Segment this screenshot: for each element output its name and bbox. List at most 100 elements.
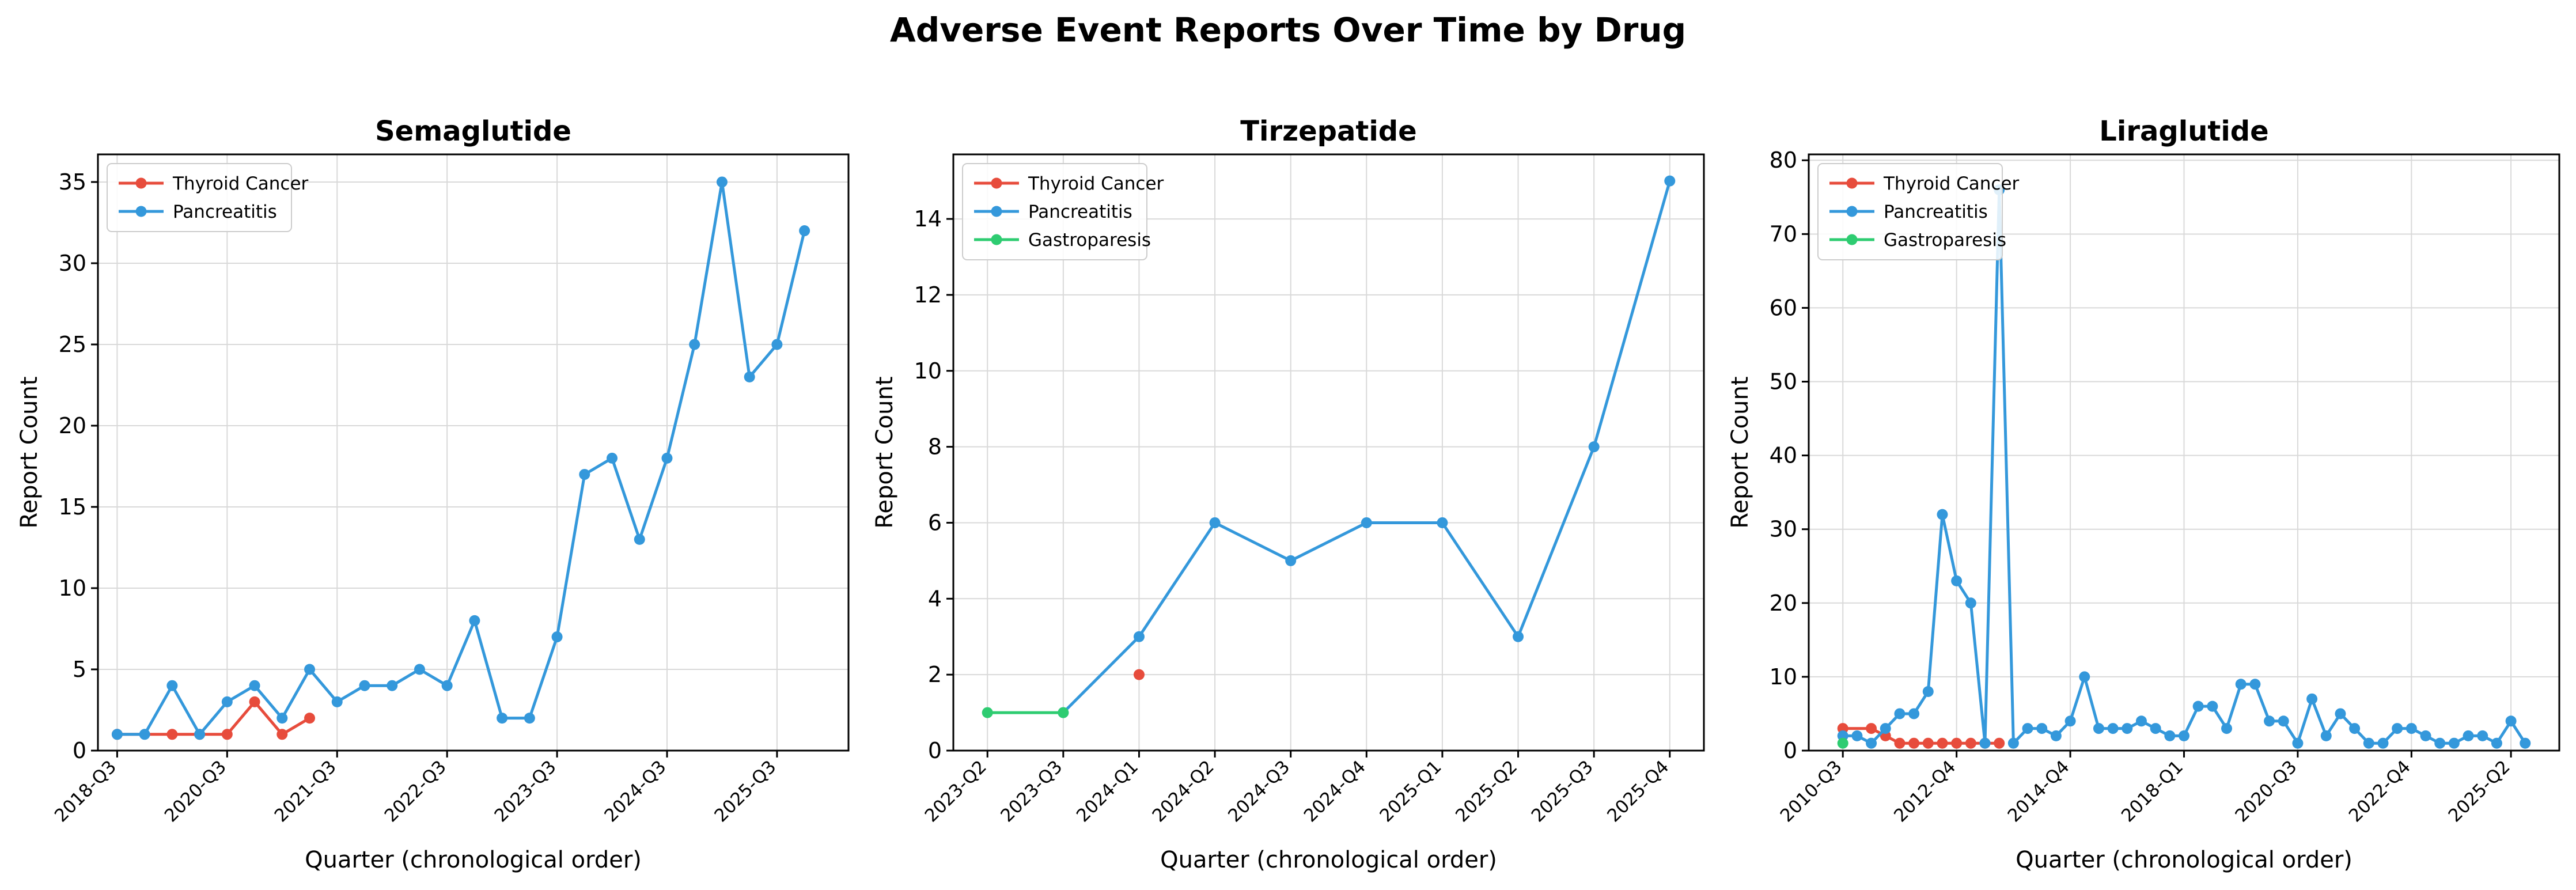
liraglutide-ytick-label-6: 60: [1770, 295, 1797, 320]
liraglutide-ytick-label-5: 50: [1770, 369, 1797, 395]
liraglutide-point-pancreatitis: [2150, 723, 2161, 734]
tirzepatide-xtick-label-2: 2024-Q1: [1073, 756, 1142, 826]
semaglutide-point-pancreatitis: [716, 176, 728, 188]
liraglutide-point-pancreatitis: [2036, 723, 2048, 734]
semaglutide-series-pancreatitis: [111, 176, 810, 740]
liraglutide-xtick-label-4: 2020-Q3: [2231, 756, 2301, 826]
chart-liraglutide: 0 10 20 30 40 50 60 70 80 2010-Q3 2012-Q4 2014-Q4 20…: [1727, 115, 2560, 873]
semaglutide-legend-marker-pancreatitis: [135, 206, 147, 217]
semaglutide-point-pancreatitis: [661, 452, 673, 464]
tirzepatide-legend-label-pancreatitis: Pancreatitis: [1028, 202, 1132, 222]
figure-title: Adverse Event Reports Over Time by Drug: [890, 10, 1686, 50]
liraglutide-legend: Thyroid Cancer Pancreatitis Gastroparesis: [1817, 163, 2020, 260]
liraglutide-point-pancreatitis: [2050, 730, 2062, 741]
liraglutide-point-pancreatitis: [2320, 730, 2332, 741]
semaglutide-xlabel: Quarter (chronological order): [305, 847, 642, 873]
semaglutide-point-pancreatitis: [771, 339, 783, 350]
tirzepatide-xtick-label-3: 2024-Q2: [1149, 756, 1218, 826]
semaglutide-legend-label-thyroid-cancer: Thyroid Cancer: [172, 173, 309, 194]
semaglutide-axes-frame: [97, 153, 850, 752]
tirzepatide-xtick-label-0: 2023-Q2: [921, 756, 991, 826]
liraglutide-point-pancreatitis: [2007, 737, 2019, 749]
semaglutide-point-thyroid-cancer: [221, 729, 233, 740]
liraglutide-point-thyroid-cancer: [1908, 737, 1920, 749]
liraglutide-ytick-label-2: 20: [1770, 590, 1797, 616]
tirzepatide-axes-frame: [952, 153, 1705, 752]
liraglutide-point-pancreatitis: [2264, 715, 2275, 727]
tirzepatide-series-thyroid-cancer: [1133, 669, 1145, 680]
tirzepatide-point-gastroparesis: [982, 707, 993, 718]
liraglutide-point-pancreatitis: [1908, 708, 1920, 719]
liraglutide-point-pancreatitis: [2292, 737, 2304, 749]
liraglutide-ytick-label-4: 40: [1770, 443, 1797, 468]
liraglutide-point-thyroid-cancer: [1922, 737, 1934, 749]
tirzepatide-point-thyroid-cancer: [1133, 669, 1145, 680]
liraglutide-xtick-label-0: 2010-Q3: [1776, 756, 1846, 826]
liraglutide-point-pancreatitis: [1965, 597, 1976, 609]
tirzepatide-ytick-label-6: 12: [914, 282, 942, 308]
semaglutide-point-pancreatitis: [139, 729, 150, 740]
liraglutide-point-pancreatitis: [2022, 723, 2033, 734]
liraglutide-point-pancreatitis: [2207, 700, 2218, 712]
tirzepatide-ytick-label-0: 0: [928, 738, 942, 763]
liraglutide-xtick-label-3: 2018-Q1: [2117, 756, 2187, 826]
liraglutide-point-pancreatitis: [1866, 737, 1877, 749]
semaglutide-point-pancreatitis: [469, 615, 480, 626]
semaglutide-point-pancreatitis: [249, 680, 260, 691]
liraglutide-xtick-label-6: 2025-Q2: [2445, 756, 2514, 826]
semaglutide-point-thyroid-cancer: [166, 729, 178, 740]
tirzepatide-legend-box: [962, 163, 1147, 260]
semaglutide-point-pancreatitis: [551, 631, 563, 643]
semaglutide-ytick-label-2: 10: [59, 575, 86, 601]
semaglutide-ytick-label-4: 20: [59, 413, 86, 438]
liraglutide-point-pancreatitis: [2520, 737, 2531, 749]
semaglutide-point-pancreatitis: [799, 225, 810, 237]
semaglutide-legend-entry-thyroid-cancer: Thyroid Cancer: [119, 173, 309, 194]
tirzepatide-point-pancreatitis: [1361, 517, 1372, 528]
liraglutide-xtick-label-1: 2012-Q4: [1890, 756, 1960, 826]
tirzepatide-legend: Thyroid Cancer Pancreatitis Gastroparesis: [962, 163, 1164, 260]
liraglutide-point-pancreatitis: [2420, 730, 2431, 741]
liraglutide-point-pancreatitis: [2064, 715, 2076, 727]
tirzepatide-legend-entry-thyroid-cancer: Thyroid Cancer: [974, 173, 1164, 194]
tirzepatide-legend-label-thyroid-cancer: Thyroid Cancer: [1028, 173, 1164, 194]
liraglutide-point-pancreatitis: [2093, 723, 2104, 734]
liraglutide-point-pancreatitis: [2505, 715, 2517, 727]
semaglutide-legend-marker-thyroid-cancer: [135, 177, 147, 189]
liraglutide-series-pancreatitis: [1837, 184, 2531, 749]
liraglutide-point-pancreatitis: [2306, 693, 2318, 705]
semaglutide-line-pancreatitis: [117, 180, 806, 736]
tirzepatide-legend-entry-pancreatitis: Pancreatitis: [974, 202, 1132, 222]
tirzepatide-xtick-label-6: 2025-Q1: [1376, 756, 1445, 826]
liraglutide-ytick-label-3: 30: [1770, 517, 1797, 542]
semaglutide-point-pancreatitis: [304, 664, 316, 675]
tirzepatide-xtick-label-8: 2025-Q3: [1528, 756, 1597, 826]
liraglutide-point-pancreatitis: [1851, 730, 1863, 741]
liraglutide-point-pancreatitis: [1880, 723, 1891, 734]
liraglutide-ytick-label-7: 70: [1770, 221, 1797, 247]
semaglutide-point-pancreatitis: [194, 729, 206, 740]
liraglutide-point-pancreatitis: [2349, 723, 2361, 734]
semaglutide-point-thyroid-cancer: [276, 729, 288, 740]
tirzepatide-ytick-label-1: 2: [928, 662, 942, 687]
tirzepatide-point-pancreatitis: [1285, 555, 1297, 566]
semaglutide-xtick-label-2: 2021-Q3: [271, 756, 340, 826]
liraglutide-series-gastroparesis: [1837, 737, 1848, 749]
semaglutide-point-pancreatitis: [387, 680, 398, 691]
liraglutide-point-pancreatitis: [2405, 723, 2417, 734]
semaglutide-xtick-label-3: 2022-Q3: [381, 756, 450, 826]
semaglutide-point-pancreatitis: [221, 696, 233, 707]
liraglutide-point-pancreatitis: [2434, 737, 2446, 749]
semaglutide-xtick-label-4: 2023-Q3: [491, 756, 560, 826]
semaglutide-ytick-label-5: 25: [59, 332, 86, 357]
liraglutide-point-pancreatitis: [2135, 715, 2147, 727]
semaglutide-point-pancreatitis: [276, 713, 288, 724]
semaglutide-point-pancreatitis: [634, 533, 645, 545]
tirzepatide-xtick-label-7: 2025-Q2: [1452, 756, 1521, 826]
tirzepatide-ytick-label-3: 6: [928, 510, 942, 535]
semaglutide-point-pancreatitis: [441, 680, 453, 691]
liraglutide-point-pancreatitis: [2179, 730, 2189, 741]
liraglutide-point-thyroid-cancer: [1965, 737, 1976, 749]
liraglutide-point-pancreatitis: [1922, 686, 1934, 698]
